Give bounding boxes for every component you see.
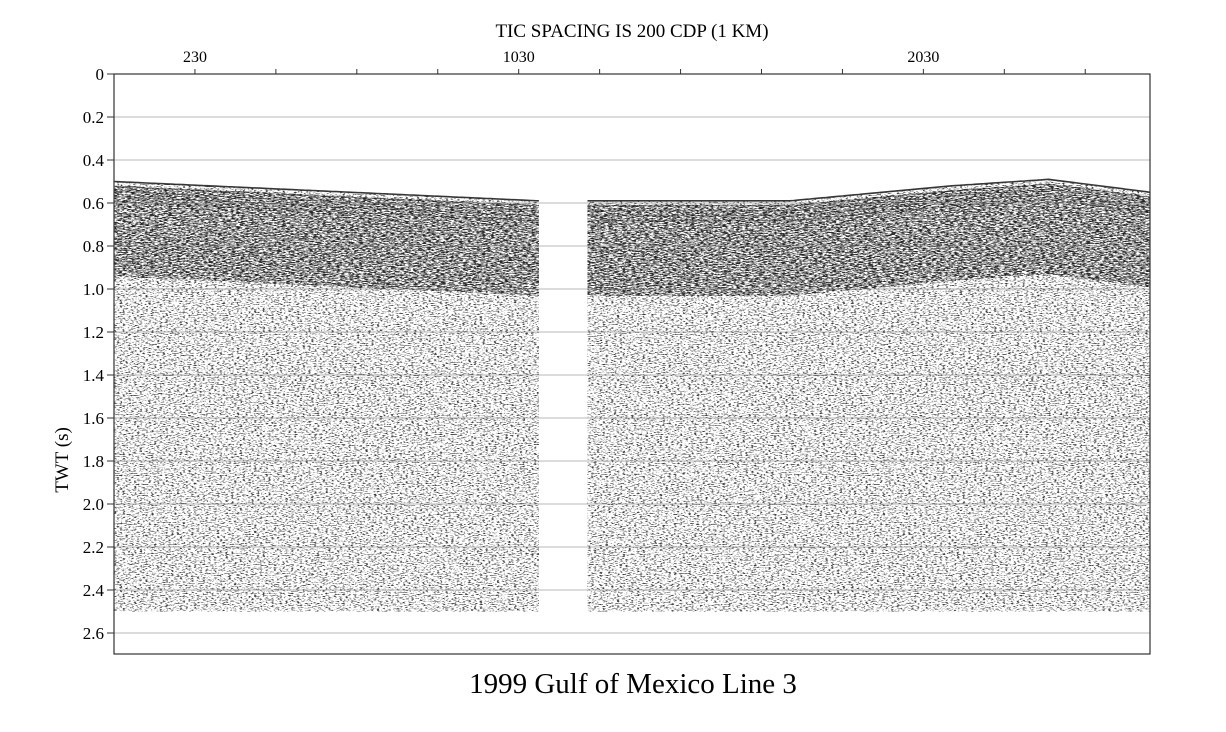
seafloor-reflector	[114, 196, 539, 217]
y-tick-label: 0.4	[83, 151, 105, 170]
y-tick-label: 0.2	[83, 108, 104, 127]
y-tick-label: 2.4	[83, 581, 105, 600]
y-tick-label: 1.0	[83, 280, 104, 299]
plot-frame	[113, 73, 1151, 655]
x-axis-ticks	[194, 69, 1086, 74]
reflector-band-1	[114, 185, 539, 296]
seafloor-reflector	[114, 201, 539, 222]
y-axis-label: TWT (s)	[52, 427, 73, 493]
y-tick-label: 1.6	[83, 409, 104, 428]
seafloor-reflector	[587, 198, 1150, 222]
y-tick-label: 2.6	[83, 624, 104, 643]
top-title: TIC SPACING IS 200 CDP (1 KM)	[495, 21, 768, 42]
x-tick-label: 1030	[503, 49, 535, 66]
x-tick-label: 230	[183, 49, 207, 66]
seafloor-reflector	[587, 178, 1150, 202]
seafloor-reflector	[587, 183, 1150, 207]
x-tick-label: 2030	[907, 49, 939, 66]
x-axis-cdp-labels: 230 1030 2030	[183, 49, 939, 66]
seafloor-reflector	[587, 188, 1150, 212]
reflector-band-2	[587, 183, 1150, 296]
y-axis: 0 0.2 0.4 0.6 0.8 1.0 1.2 1.4 1.6 1.8 2.0 2.2 2.4 2.6	[83, 65, 114, 643]
seafloor-reflector	[114, 180, 539, 202]
seafloor-reflector	[587, 193, 1150, 217]
horizontal-gridlines	[114, 74, 1150, 634]
bottom-title: 1999 Gulf of Mexico Line 3	[469, 668, 797, 700]
y-tick-label: 0	[96, 65, 105, 84]
y-tick-label: 2.2	[83, 538, 104, 557]
y-tick-label: 1.8	[83, 452, 104, 471]
plot-area	[114, 74, 1150, 634]
seafloor-reflector	[114, 191, 539, 212]
y-tick-label: 1.4	[83, 366, 105, 385]
y-tick-label: 1.2	[83, 323, 104, 342]
y-tick-label: 2.0	[83, 495, 104, 514]
y-tick-label: 0.8	[83, 237, 104, 256]
y-tick-label: 0.6	[83, 194, 104, 213]
